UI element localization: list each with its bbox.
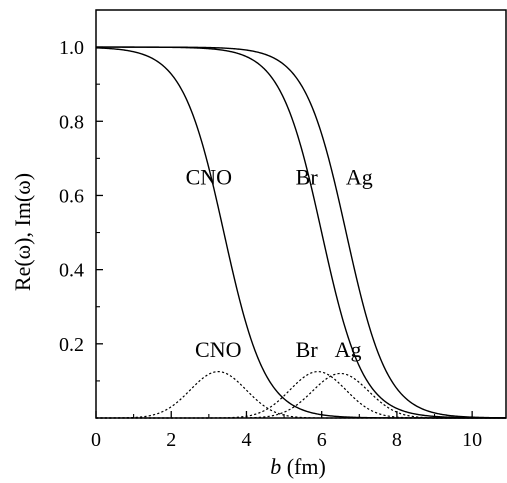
- curve-label: CNO: [195, 337, 241, 362]
- tick-labels: 0 2 4 6 8 10 0.2 0.4 0.6 0.8 1.0: [59, 37, 482, 451]
- series-cno-im-line: [96, 371, 506, 419]
- y-tick-label: 0.2: [59, 334, 84, 356]
- x-axis-label: b (fm): [270, 454, 326, 479]
- series-ag-im-line: [96, 372, 506, 419]
- curve-labels: CNO Br Ag CNO Br Ag: [186, 164, 373, 361]
- curve-label: Br: [296, 164, 319, 189]
- series-ag-re-line: [96, 46, 507, 419]
- series-br-im-line: [96, 371, 506, 419]
- series-br-re-line: [96, 46, 506, 419]
- y-tick-label: 0.4: [59, 260, 84, 282]
- ticks: [95, 9, 473, 418]
- curve-label: Ag: [346, 164, 373, 189]
- y-axis-label: Re(ω), Im(ω): [10, 173, 35, 291]
- x-tick-label: 4: [241, 429, 251, 451]
- x-tick-label: 10: [462, 429, 482, 451]
- curve-label: Ag: [335, 337, 362, 362]
- curve-label: Br: [296, 337, 319, 362]
- x-tick-label: 0: [91, 429, 101, 451]
- y-tick-label: 1.0: [59, 37, 84, 59]
- curve-label: CNO: [186, 164, 232, 189]
- x-tick-label: 8: [392, 429, 402, 451]
- curves: [95, 46, 507, 419]
- plot-frame: [95, 9, 507, 419]
- series-cno-re-line: [95, 47, 506, 419]
- x-tick-label: 6: [317, 429, 327, 451]
- y-tick-label: 0.8: [59, 111, 84, 133]
- y-tick-label: 0.6: [59, 185, 84, 207]
- x-tick-label: 2: [166, 429, 176, 451]
